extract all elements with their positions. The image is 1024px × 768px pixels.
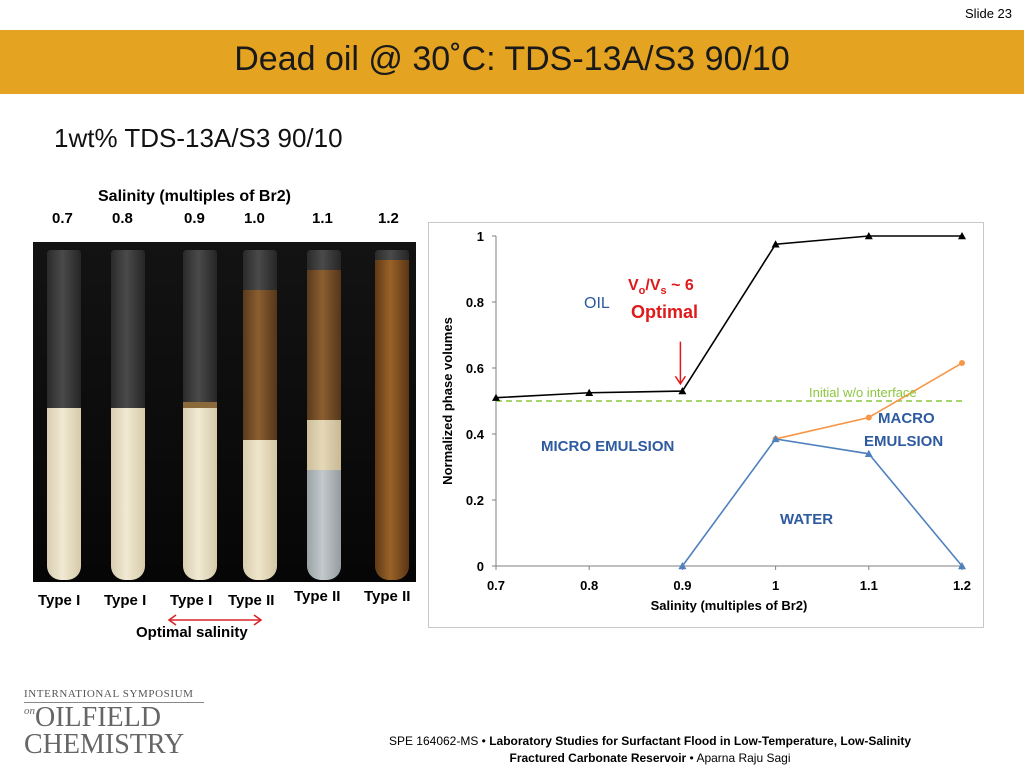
title-band	[0, 30, 1024, 94]
symposium-logo: INTERNATIONAL SYMPOSIUM onOILFIELD CHEMI…	[24, 688, 214, 759]
reference-line-label: Initial w/o interface	[809, 385, 917, 400]
sample-tube	[243, 250, 277, 580]
photo-salinity-label: 1.2	[378, 210, 399, 227]
x-tick-label: 0.9	[673, 578, 691, 593]
optimal-range-arrow	[167, 614, 263, 626]
phase-type-label: Type I	[38, 592, 81, 609]
x-axis-label: Salinity (multiples of Br2)	[651, 598, 808, 613]
x-tick-label: 1	[772, 578, 779, 593]
data-point	[865, 414, 872, 421]
reference-author: Aparna Raju Sagi	[696, 751, 791, 765]
data-point	[678, 387, 687, 395]
series-line	[495, 235, 962, 399]
data-point	[771, 240, 780, 248]
optimal-ratio-sub-o: o	[639, 285, 646, 297]
reference-title-1: Laboratory Studies for Surfactant Flood …	[489, 734, 912, 748]
macro-emulsion-label: EMULSION	[864, 433, 943, 450]
phase-type-label: Type I	[170, 592, 213, 609]
y-axis-label: Normalized phase volumes	[440, 317, 455, 485]
sample-photo	[33, 242, 416, 582]
y-tick-label: 0.8	[466, 295, 484, 310]
data-point	[959, 360, 965, 367]
logo-divider	[24, 702, 204, 703]
optimal-salinity-label: Optimal salinity	[136, 624, 248, 641]
data-point	[864, 449, 873, 457]
phase-volume-chart: 0 0.2 0.4 0.6 0.8 1 0.7 0.8 0.9 1 1.1 1.2 OIL MICRO…	[440, 229, 971, 613]
phase-type-label: Type I	[104, 592, 147, 609]
water-phase-label: WATER	[780, 511, 833, 528]
oil-phase-label: OIL	[584, 295, 610, 312]
logo-on-text: on	[24, 705, 35, 717]
page-title: Dead oil @ 30˚C: TDS-13A/S3 90/10	[234, 40, 790, 78]
logo-chemistry-text: CHEMISTRY	[24, 729, 185, 760]
optimal-word-label: Optimal	[631, 302, 698, 322]
optimal-pointer-arrowhead	[674, 375, 687, 386]
x-tick-label: 0.8	[580, 578, 598, 593]
sample-tube	[375, 250, 409, 580]
optimal-ratio-v: V	[628, 277, 639, 294]
sample-tube	[47, 250, 81, 580]
series-line	[681, 438, 963, 567]
chart-frame	[428, 222, 984, 628]
sample-tube	[307, 250, 341, 580]
y-tick-label: 0.4	[466, 427, 485, 442]
photo-salinity-label: 0.9	[184, 210, 205, 227]
slide-subtitle: 1wt% TDS-13A/S3 90/10	[54, 123, 343, 153]
data-point	[492, 393, 500, 401]
photo-salinity-heading: Salinity (multiples of Br2)	[98, 188, 291, 205]
micro-emulsion-label: MICRO EMULSION	[541, 438, 674, 455]
optimal-ratio-approx: ~ 6	[667, 277, 694, 294]
reference-title-2: Fractured Carbonate Reservoir	[509, 751, 687, 765]
phase-type-label: Type II	[294, 588, 341, 605]
optimal-ratio-sub-s: s	[661, 285, 667, 297]
phase-type-label: Type II	[364, 588, 411, 605]
photo-salinity-label: 1.1	[312, 210, 333, 227]
reference-separator: •	[686, 751, 697, 765]
macro-emulsion-label: MACRO	[878, 410, 935, 427]
optimal-ratio-label: Vo/Vs ~ 6	[628, 277, 694, 297]
x-tick-label: 1.1	[860, 578, 878, 593]
data-point	[585, 388, 594, 396]
y-tick-label: 0	[477, 559, 484, 574]
y-tick-label: 0.2	[466, 493, 484, 508]
x-tick-label: 1.2	[953, 578, 971, 593]
logo-oilfield-text: OILFIELD	[35, 702, 161, 733]
sample-tube	[111, 250, 145, 580]
reference-prefix: SPE 164062-MS •	[388, 734, 490, 748]
data-point	[958, 562, 966, 570]
data-point	[678, 562, 687, 570]
photo-salinity-label: 0.8	[112, 210, 133, 227]
sample-tube	[183, 250, 217, 580]
optimal-ratio-slash: /V	[645, 277, 660, 294]
data-point	[958, 232, 966, 240]
y-tick-label: 1	[477, 229, 484, 244]
sample-photo-panel: Salinity (multiples of Br2) 0.7 0.8 0.9 …	[28, 182, 428, 652]
data-point	[864, 232, 873, 240]
y-tick-label: 0.6	[466, 361, 484, 376]
footer-reference: SPE 164062-MS • Laboratory Studies for S…	[330, 733, 970, 767]
slide-number: Slide 23	[965, 6, 1012, 21]
phase-type-label: Type II	[228, 592, 275, 609]
x-tick-label: 0.7	[487, 578, 505, 593]
logo-top-text: INTERNATIONAL SYMPOSIUM	[24, 688, 194, 700]
photo-salinity-label: 1.0	[244, 210, 265, 227]
data-point	[771, 434, 780, 443]
photo-salinity-label: 0.7	[52, 210, 73, 227]
